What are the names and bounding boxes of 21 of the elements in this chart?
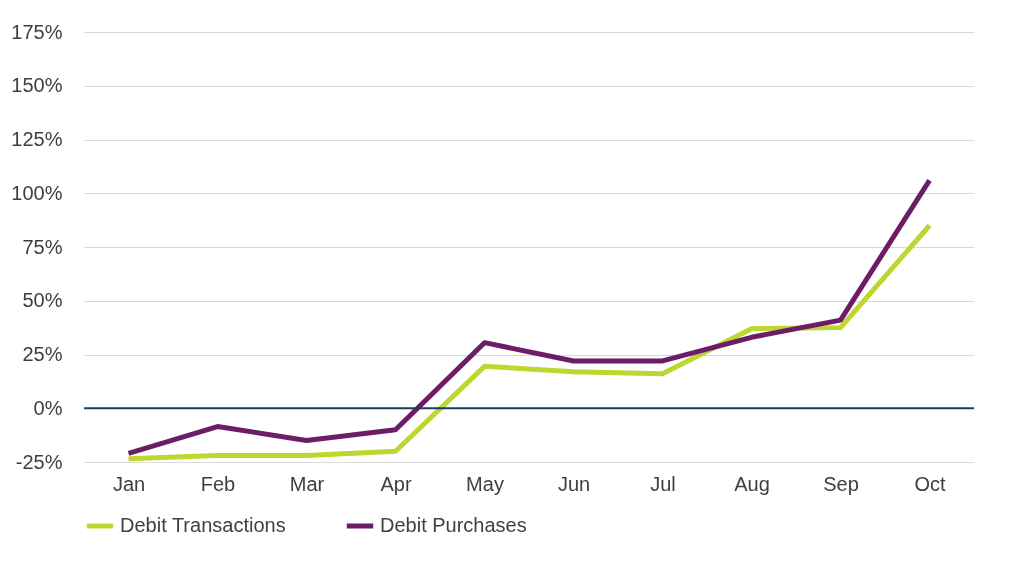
x-tick-label: May xyxy=(466,472,504,495)
y-tick-label: 75% xyxy=(22,235,63,258)
y-tick-label: 50% xyxy=(22,289,63,312)
x-tick-label: Mar xyxy=(289,472,325,495)
x-tick-label: Oct xyxy=(914,472,946,495)
x-tick-label: Jun xyxy=(557,472,591,495)
y-tick-label: 175% xyxy=(11,20,63,43)
legend-label: Debit Transactions xyxy=(120,514,286,536)
y-tick-label: 25% xyxy=(22,343,63,365)
x-tick-label: Aug xyxy=(734,472,770,495)
y-tick-label: 125% xyxy=(11,128,63,150)
x-tick-label: Jan xyxy=(112,472,146,495)
x-tick-label: Feb xyxy=(200,472,236,495)
y-tick-label: -25% xyxy=(15,450,63,473)
legend-label: Debit Purchases xyxy=(380,514,527,536)
y-tick-label: 150% xyxy=(11,74,63,97)
y-tick-label: 100% xyxy=(11,181,63,204)
x-tick-label: Sep xyxy=(823,472,859,495)
y-tick-label: 0% xyxy=(33,396,63,419)
x-tick-label: Apr xyxy=(380,472,412,495)
x-tick-label: Jul xyxy=(650,472,676,495)
